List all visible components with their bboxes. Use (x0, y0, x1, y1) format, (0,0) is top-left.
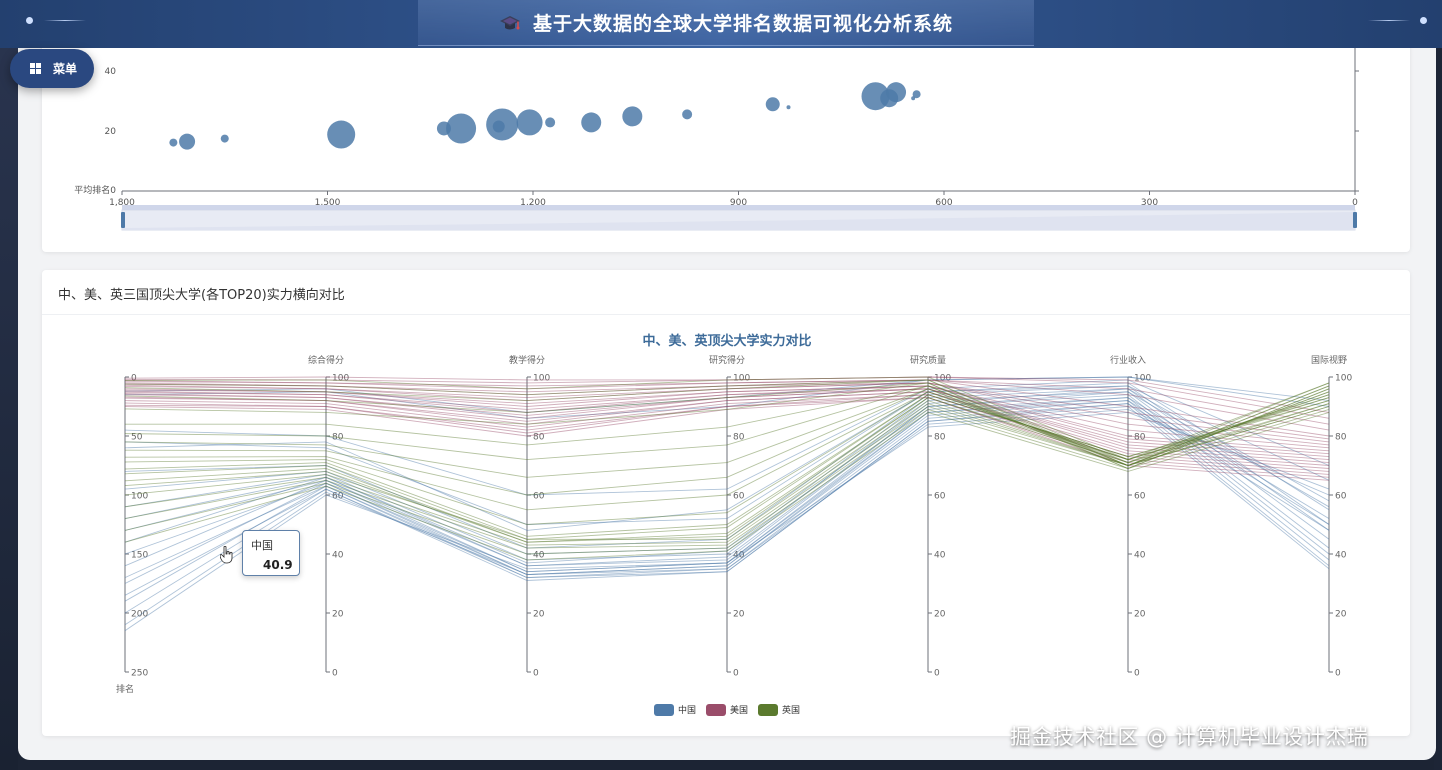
card-divider (42, 314, 1410, 315)
x-tick-label: 0 (1352, 198, 1358, 208)
legend-label: 英国 (782, 706, 801, 716)
chart-tooltip: 中国 40.9 (242, 530, 300, 576)
y-tick-label: 20 (105, 127, 117, 137)
x-tick-label: 1,200 (520, 198, 546, 208)
hand-cursor-icon (220, 546, 233, 564)
data-zoom-bar (122, 205, 1355, 210)
bubble-point (492, 120, 505, 133)
bubble-point (516, 109, 543, 136)
header-decoration-line-right (1368, 20, 1410, 21)
x-tick-label: 1,500 (315, 198, 341, 208)
bubble-point (220, 134, 229, 143)
parallel-chart-card: 中、美、英三国顶尖大学(各TOP20)实力横向对比 (42, 270, 1410, 736)
data-zoom-preview (122, 212, 1355, 230)
background-right (1434, 0, 1442, 770)
bubble-point (886, 82, 907, 103)
bubble-point (179, 133, 196, 150)
top-header-bar: 基于大数据的全球大学排名数据可视化分析系统 (0, 0, 1442, 48)
bubble-point (327, 120, 356, 149)
x-tick-label: 900 (730, 198, 747, 208)
bubble-point (786, 105, 791, 110)
grid-icon (30, 63, 41, 74)
header-decoration-dot-left (26, 17, 33, 24)
bubble-point (169, 138, 178, 147)
legend-item-uk[interactable]: 英国 (758, 703, 800, 716)
header-decoration-line-left (44, 20, 86, 21)
legend-label: 中国 (678, 706, 697, 716)
data-zoom-handle-left (121, 212, 125, 228)
bubble-point (911, 96, 916, 101)
bubble-point (912, 90, 921, 99)
bubble-point (581, 112, 602, 133)
header-decoration-dot-right (1420, 17, 1427, 24)
x-tick-label: 600 (935, 198, 952, 208)
y-axis-name: 平均排名0 (74, 184, 116, 196)
y-tick-label: 40 (105, 67, 117, 77)
tooltip-value: 40.9 (263, 558, 293, 572)
menu-button[interactable]: 菜单 (10, 49, 94, 88)
watermark: 掘金技术社区 @ 计算机毕业设计杰瑞 (1010, 725, 1369, 749)
bubble-chart: 1,800 1,500 1,200 900 600 300 0 20 40 平均排名0 (74, 48, 1359, 231)
graduation-cap-icon (499, 12, 521, 34)
background-left (0, 0, 18, 770)
bubble-point (765, 97, 780, 112)
bubble-point (682, 109, 693, 120)
main-content: 1,800 1,500 1,200 900 600 300 0 20 40 平均排名0 中、美、英… (18, 48, 1436, 760)
tooltip-series-name: 中国 (251, 539, 273, 552)
data-zoom-handle-right (1353, 212, 1357, 228)
bubble-point (545, 117, 556, 128)
menu-label: 菜单 (53, 62, 78, 76)
legend-item-china[interactable]: 中国 (654, 703, 696, 716)
bubble-point (622, 106, 643, 127)
chart-legend: 中国 美国 英国 (654, 703, 800, 716)
legend-swatch (654, 703, 674, 716)
legend-swatch (758, 703, 779, 716)
x-tick-label: 300 (1141, 198, 1158, 208)
page-title: 基于大数据的全球大学排名数据可视化分析系统 (532, 13, 953, 35)
legend-label: 美国 (730, 706, 749, 716)
bubble-chart-card: 1,800 1,500 1,200 900 600 300 0 20 40 平均排名0 (42, 48, 1410, 252)
legend-item-usa[interactable]: 美国 (706, 703, 748, 716)
header-title-panel: 基于大数据的全球大学排名数据可视化分析系统 (418, 0, 1034, 46)
legend-swatch (706, 703, 727, 716)
card-title: 中、美、英三国顶尖大学(各TOP20)实力横向对比 (58, 288, 345, 303)
x-tick-label: 1,800 (109, 198, 135, 208)
bubble-point (446, 113, 477, 144)
